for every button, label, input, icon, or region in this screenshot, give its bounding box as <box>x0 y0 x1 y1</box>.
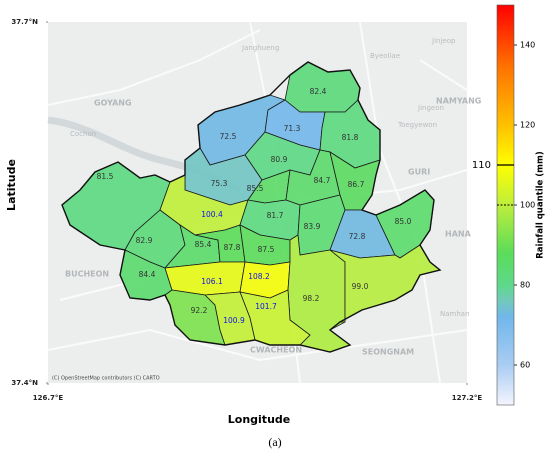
regions <box>61 61 442 353</box>
colorbar-tick-label: 80 <box>520 281 530 290</box>
place-label: Namhan <box>440 310 470 318</box>
place-label: CWACHEON <box>250 346 302 355</box>
region-value: 106.1 <box>201 277 223 286</box>
region-value: 87.5 <box>258 245 275 254</box>
place-label: GOYANG <box>94 99 132 108</box>
region-value: 101.7 <box>255 302 277 311</box>
region-value: 82.4 <box>310 87 327 96</box>
city-boundary <box>61 61 442 353</box>
region-value: 85.4 <box>195 240 212 249</box>
region-value: 84.4 <box>139 270 156 279</box>
place-label: SEONGNAM <box>362 348 414 357</box>
region-value: 83.9 <box>304 222 321 231</box>
colorbar-tick-label: 140 <box>520 41 535 50</box>
region-value: 72.8 <box>349 232 366 241</box>
region-value: 81.5 <box>97 172 114 181</box>
region-value: 85.0 <box>395 217 412 226</box>
place-label: Byeollae <box>370 52 400 60</box>
region-value: 71.3 <box>284 124 301 133</box>
place-label: NAMYANG <box>436 97 481 106</box>
x-axis-label: Longitude <box>228 413 290 426</box>
place-label: Jingeon <box>417 104 444 112</box>
attribution: (C) OpenStreetMap contributors (C) CARTO <box>52 376 160 382</box>
region-value: 81.8 <box>342 133 359 142</box>
region-value: 80.9 <box>271 155 288 164</box>
colorbar-tick-label: 120 <box>520 121 535 130</box>
region-value: 100.9 <box>223 316 245 325</box>
region-value: 98.2 <box>303 294 320 303</box>
marker-label: 110 <box>472 160 491 171</box>
place-label: BUCHEON <box>65 270 109 279</box>
region-value: 82.9 <box>136 236 153 245</box>
colorbar-tick-label: 100 <box>520 201 535 210</box>
place-label: Janghueng <box>241 44 279 52</box>
y-tick-label: 37.7°N <box>11 18 38 26</box>
map-labels: Janghueng Byeollae Jinjeop GOYANG NAMYAN… <box>65 37 481 357</box>
region-value: 99.0 <box>352 282 369 291</box>
x-tick-label: 127.2°E <box>452 394 483 402</box>
region-value: 85.5 <box>247 184 264 193</box>
axes: 126.7°E 127.2°E 37.4°N 37.7°N <box>11 18 482 402</box>
colorbar-tick-label: 60 <box>520 361 530 370</box>
region-value: 87.8 <box>224 243 241 252</box>
colorbar-label: Rainfall quantile (mm) <box>536 151 546 259</box>
region-value: 75.3 <box>211 179 228 188</box>
region-value: 72.5 <box>220 132 237 141</box>
colorbar: 60 80 100 120 140 110 <box>472 4 535 406</box>
region-value: 100.4 <box>201 210 223 219</box>
place-label: GURI <box>408 168 430 177</box>
place-label: Jinjeop <box>431 37 456 45</box>
y-tick-label: 37.4°N <box>11 379 38 387</box>
place-label: Toegyewon <box>397 121 437 129</box>
region-value: 108.2 <box>248 272 270 281</box>
region-value: 81.7 <box>267 211 284 220</box>
place-label: Cochon <box>70 130 96 138</box>
region-value: 86.7 <box>348 180 365 189</box>
y-axis-label: Latitude <box>5 159 18 211</box>
region-labels: 82.4 72.5 71.3 81.8 80.9 75.3 85.5 84.7 86.7 81.5… <box>97 87 412 325</box>
place-label: HANA <box>445 230 472 239</box>
caption: (a) <box>268 435 281 449</box>
x-tick-label: 126.7°E <box>33 394 64 402</box>
region-value: 92.2 <box>191 306 208 315</box>
region-value: 84.7 <box>314 176 331 185</box>
